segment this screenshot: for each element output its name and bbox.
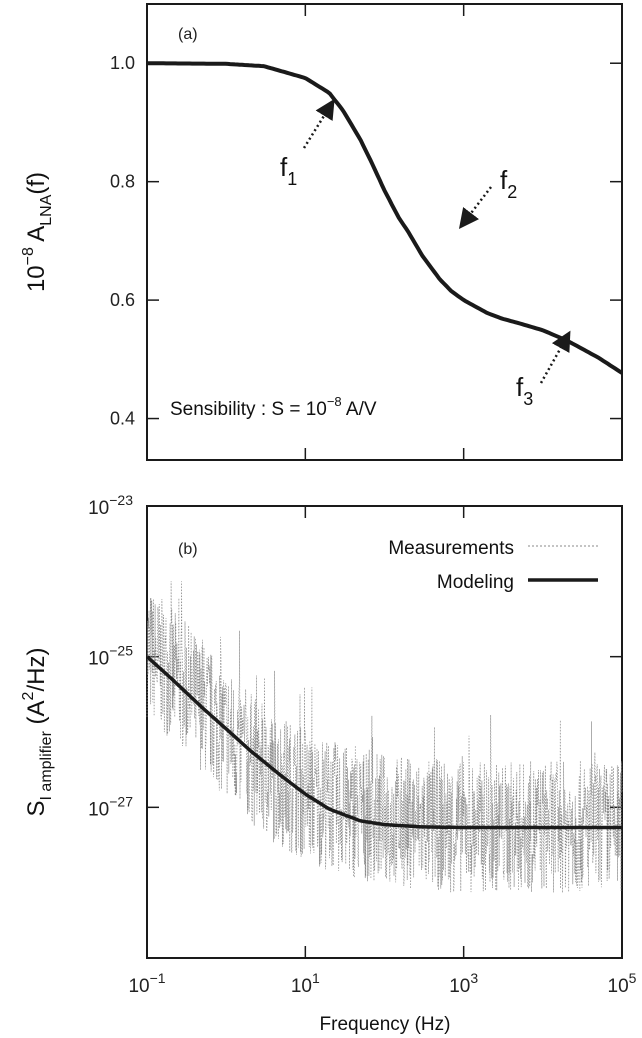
legend-modeling-label: Modeling — [437, 572, 514, 593]
panel-a-ytick-label: 0.8 — [110, 172, 135, 192]
panel-b-series — [145, 581, 623, 893]
panel-a-label-box — [166, 18, 210, 46]
x-tick-label: 105 — [608, 970, 637, 997]
marker-arrow — [539, 330, 571, 384]
panel-a-label: (a) — [178, 26, 198, 43]
panel-b-measurements-line — [146, 581, 623, 893]
panel-a-series — [147, 61, 624, 375]
legend-measurements-label: Measurements — [388, 538, 514, 559]
marker-label: f2 — [500, 165, 517, 202]
x-tick-label: 101 — [291, 970, 320, 997]
x-tick-label: 103 — [449, 970, 478, 997]
panel-b-ytick-label: 10−27 — [88, 793, 133, 820]
panel-b-label-box — [166, 532, 210, 560]
sensibility-annotation: Sensibility : S = 10−8 A/V — [170, 394, 377, 420]
panel-b-modeling-line — [145, 655, 622, 830]
panel-a-frame — [146, 3, 623, 461]
legend-background — [340, 530, 608, 600]
panel-b-ylabel: SI amplifier (A2/Hz) — [20, 648, 55, 817]
x-axis-label: Frequency (Hz) — [320, 1014, 451, 1035]
panel-a-ytick-label: 1.0 — [110, 53, 135, 73]
panel-a-markers: f1 f2 f3 — [280, 98, 571, 409]
panel-a-ylabel: 10−8 ALNA(f) — [20, 172, 55, 292]
marker-label: f3 — [516, 372, 533, 409]
panel-a-ticks: 0.4 0.6 0.8 1.0 — [110, 4, 623, 460]
panel-a-ytick-label: 0.6 — [110, 290, 135, 310]
panel-b-ytick-label: 10−25 — [88, 643, 133, 670]
marker-label: f1 — [280, 152, 297, 189]
panel-b-ytick-label: 10−23 — [88, 492, 133, 519]
panel-a-ytick-label: 0.4 — [110, 409, 135, 429]
panel-a-series-line — [147, 61, 624, 375]
legend: Measurements Modeling — [340, 530, 608, 600]
panel-b-frame — [146, 505, 623, 959]
marker-arrow — [302, 98, 335, 149]
panel-b-label: (b) — [178, 541, 198, 558]
panel-b-ticks: 10−1 101 103 105 10−27 10−25 10−23 — [88, 492, 637, 997]
marker-arrow — [458, 186, 492, 229]
x-tick-label: 10−1 — [128, 970, 165, 997]
